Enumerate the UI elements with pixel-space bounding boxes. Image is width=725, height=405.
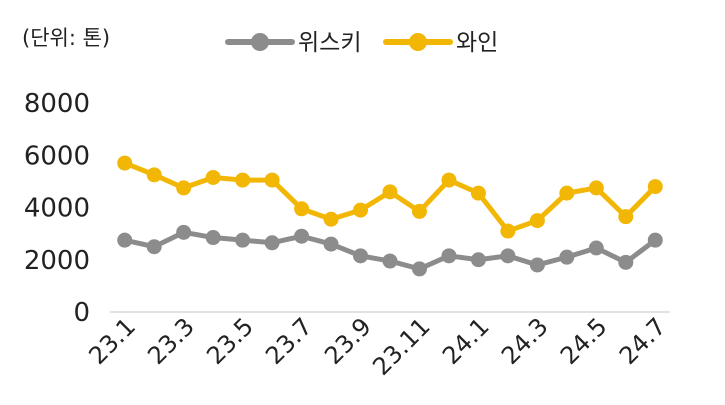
data-point-whisky bbox=[294, 228, 310, 244]
data-point-wine bbox=[500, 223, 516, 239]
data-point-wine bbox=[117, 155, 133, 171]
unit-label: (단위: 톤) bbox=[22, 26, 110, 50]
legend-marker-whisky bbox=[251, 33, 269, 51]
data-point-whisky bbox=[323, 236, 339, 252]
data-point-whisky bbox=[382, 253, 398, 269]
data-point-wine bbox=[176, 180, 192, 196]
data-point-whisky bbox=[500, 248, 516, 264]
legend-item-whisky: 위스키 bbox=[225, 30, 361, 56]
data-point-wine bbox=[411, 203, 427, 219]
x-tick-label: 24.7 bbox=[614, 312, 672, 370]
data-point-wine bbox=[264, 172, 280, 188]
y-tick-label: 6000 bbox=[24, 141, 90, 171]
data-point-whisky bbox=[176, 224, 192, 240]
data-point-wine bbox=[529, 213, 545, 229]
legend: 위스키 와인 bbox=[225, 30, 498, 56]
data-point-whisky bbox=[205, 230, 221, 246]
data-point-whisky bbox=[235, 232, 251, 248]
data-point-wine bbox=[146, 167, 162, 183]
y-tick-label: 2000 bbox=[24, 246, 90, 276]
legend-label-wine: 와인 bbox=[456, 30, 498, 56]
x-tick-label: 23.11 bbox=[367, 312, 435, 380]
y-tick-label: 4000 bbox=[24, 194, 90, 224]
y-tick-label: 8000 bbox=[24, 89, 90, 119]
legend-item-wine: 와인 bbox=[383, 30, 498, 56]
data-point-wine bbox=[353, 202, 369, 218]
data-point-whisky bbox=[117, 232, 133, 248]
series-layer bbox=[117, 155, 663, 277]
data-point-wine bbox=[235, 172, 251, 188]
data-point-wine bbox=[470, 185, 486, 201]
data-point-whisky bbox=[411, 261, 427, 277]
data-point-wine bbox=[559, 185, 575, 201]
y-axis-ticks: 8000 6000 4000 2000 0 bbox=[24, 89, 90, 328]
x-tick-label: 24.3 bbox=[496, 312, 554, 370]
data-point-whisky bbox=[146, 239, 162, 255]
data-point-whisky bbox=[618, 254, 634, 270]
data-point-wine bbox=[294, 201, 310, 217]
x-tick-label: 23.1 bbox=[83, 312, 141, 370]
data-point-whisky bbox=[441, 248, 457, 264]
x-axis-ticks: 23.1 23.3 23.5 23.7 23.923.11 24.1 24.3 24.5 24.… bbox=[83, 312, 671, 380]
data-point-wine bbox=[323, 211, 339, 227]
data-point-wine bbox=[382, 184, 398, 200]
legend-label-whisky: 위스키 bbox=[298, 30, 361, 56]
data-point-whisky bbox=[529, 257, 545, 273]
data-point-wine bbox=[647, 179, 663, 195]
x-tick-label: 24.1 bbox=[437, 312, 495, 370]
data-point-whisky bbox=[264, 235, 280, 251]
data-point-wine bbox=[441, 172, 457, 188]
x-tick-label: 23.7 bbox=[260, 312, 318, 370]
x-tick-label: 24.5 bbox=[555, 312, 613, 370]
data-point-whisky bbox=[588, 240, 604, 256]
y-tick-label: 0 bbox=[73, 298, 90, 328]
data-point-whisky bbox=[353, 248, 369, 264]
data-point-whisky bbox=[647, 232, 663, 248]
data-point-whisky bbox=[559, 249, 575, 265]
data-point-wine bbox=[205, 169, 221, 185]
x-tick-label: 23.5 bbox=[201, 312, 259, 370]
data-point-wine bbox=[588, 180, 604, 196]
x-tick-label: 23.3 bbox=[142, 312, 200, 370]
data-point-wine bbox=[618, 209, 634, 225]
data-point-whisky bbox=[470, 252, 486, 268]
legend-marker-wine bbox=[409, 33, 427, 51]
